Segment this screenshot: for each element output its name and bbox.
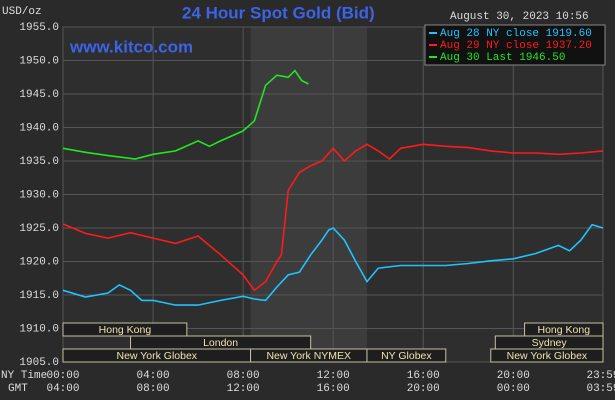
series-line xyxy=(62,143,604,292)
y-tick-label: 1930.0 xyxy=(19,189,59,201)
y-axis-label: USD/oz xyxy=(2,6,42,18)
session-label: New York Globex xyxy=(117,350,198,362)
session-label: NY Globex xyxy=(381,350,432,362)
watermark: www.kitco.com xyxy=(69,37,193,56)
y-tick-label: 1940.0 xyxy=(19,122,59,134)
y-tick-label: 1955.0 xyxy=(19,22,59,34)
x-tick-label: 12:00 xyxy=(317,370,350,382)
session-bar xyxy=(62,322,188,337)
session-label: Hong Kong xyxy=(99,324,152,336)
gmt-tick-label: 08:00 xyxy=(137,383,170,395)
legend-label: Aug 29 NY close 1937.20 xyxy=(440,40,592,52)
x-tick-label: 20:00 xyxy=(497,370,530,382)
gmt-tick-label: 04:00 xyxy=(46,383,79,395)
legend-label: Aug 28 NY close 1919.60 xyxy=(440,28,592,40)
y-tick-label: 1905.0 xyxy=(19,357,59,369)
x-tick-label: 16:00 xyxy=(407,370,440,382)
x-tick-label: 08:00 xyxy=(227,370,260,382)
y-tick-label: 1910.0 xyxy=(19,323,59,335)
series-line xyxy=(62,69,309,160)
session-label: Hong Kong xyxy=(538,324,591,336)
legend-label: Aug 30 Last 1946.50 xyxy=(440,52,565,64)
timestamp: August 30, 2023 10:56 xyxy=(450,11,589,23)
session-label: New York NYMEX xyxy=(266,350,351,362)
gmt-tick-label: 00:00 xyxy=(497,383,530,395)
session-bar xyxy=(490,348,604,363)
x-row-label: GMT xyxy=(8,383,28,395)
chart-title: 24 Hour Spot Gold (Bid) xyxy=(182,3,375,22)
x-tick-label: 04:00 xyxy=(137,370,170,382)
gmt-tick-label: 16:00 xyxy=(317,383,350,395)
session-label: Sydney xyxy=(532,337,568,349)
y-tick-label: 1950.0 xyxy=(19,55,59,67)
y-tick-label: 1945.0 xyxy=(19,89,59,101)
series-line xyxy=(62,223,604,306)
y-tick-label: 1915.0 xyxy=(19,290,59,302)
session-label: New York Globex xyxy=(507,350,588,362)
x-tick-label: 23:59 xyxy=(586,370,615,382)
y-tick-label: 1920.0 xyxy=(19,256,59,268)
x-tick-label: 00:00 xyxy=(46,370,79,382)
legend-box xyxy=(424,24,606,66)
session-bar xyxy=(366,348,447,363)
session-label: London xyxy=(203,337,238,349)
gmt-tick-label: 03:59 xyxy=(586,383,615,395)
y-tick-label: 1925.0 xyxy=(19,223,59,235)
y-tick-label: 1935.0 xyxy=(19,156,59,168)
gmt-tick-label: 12:00 xyxy=(227,383,260,395)
gmt-tick-label: 20:00 xyxy=(407,383,440,395)
x-row-label: NY Time xyxy=(1,370,47,382)
